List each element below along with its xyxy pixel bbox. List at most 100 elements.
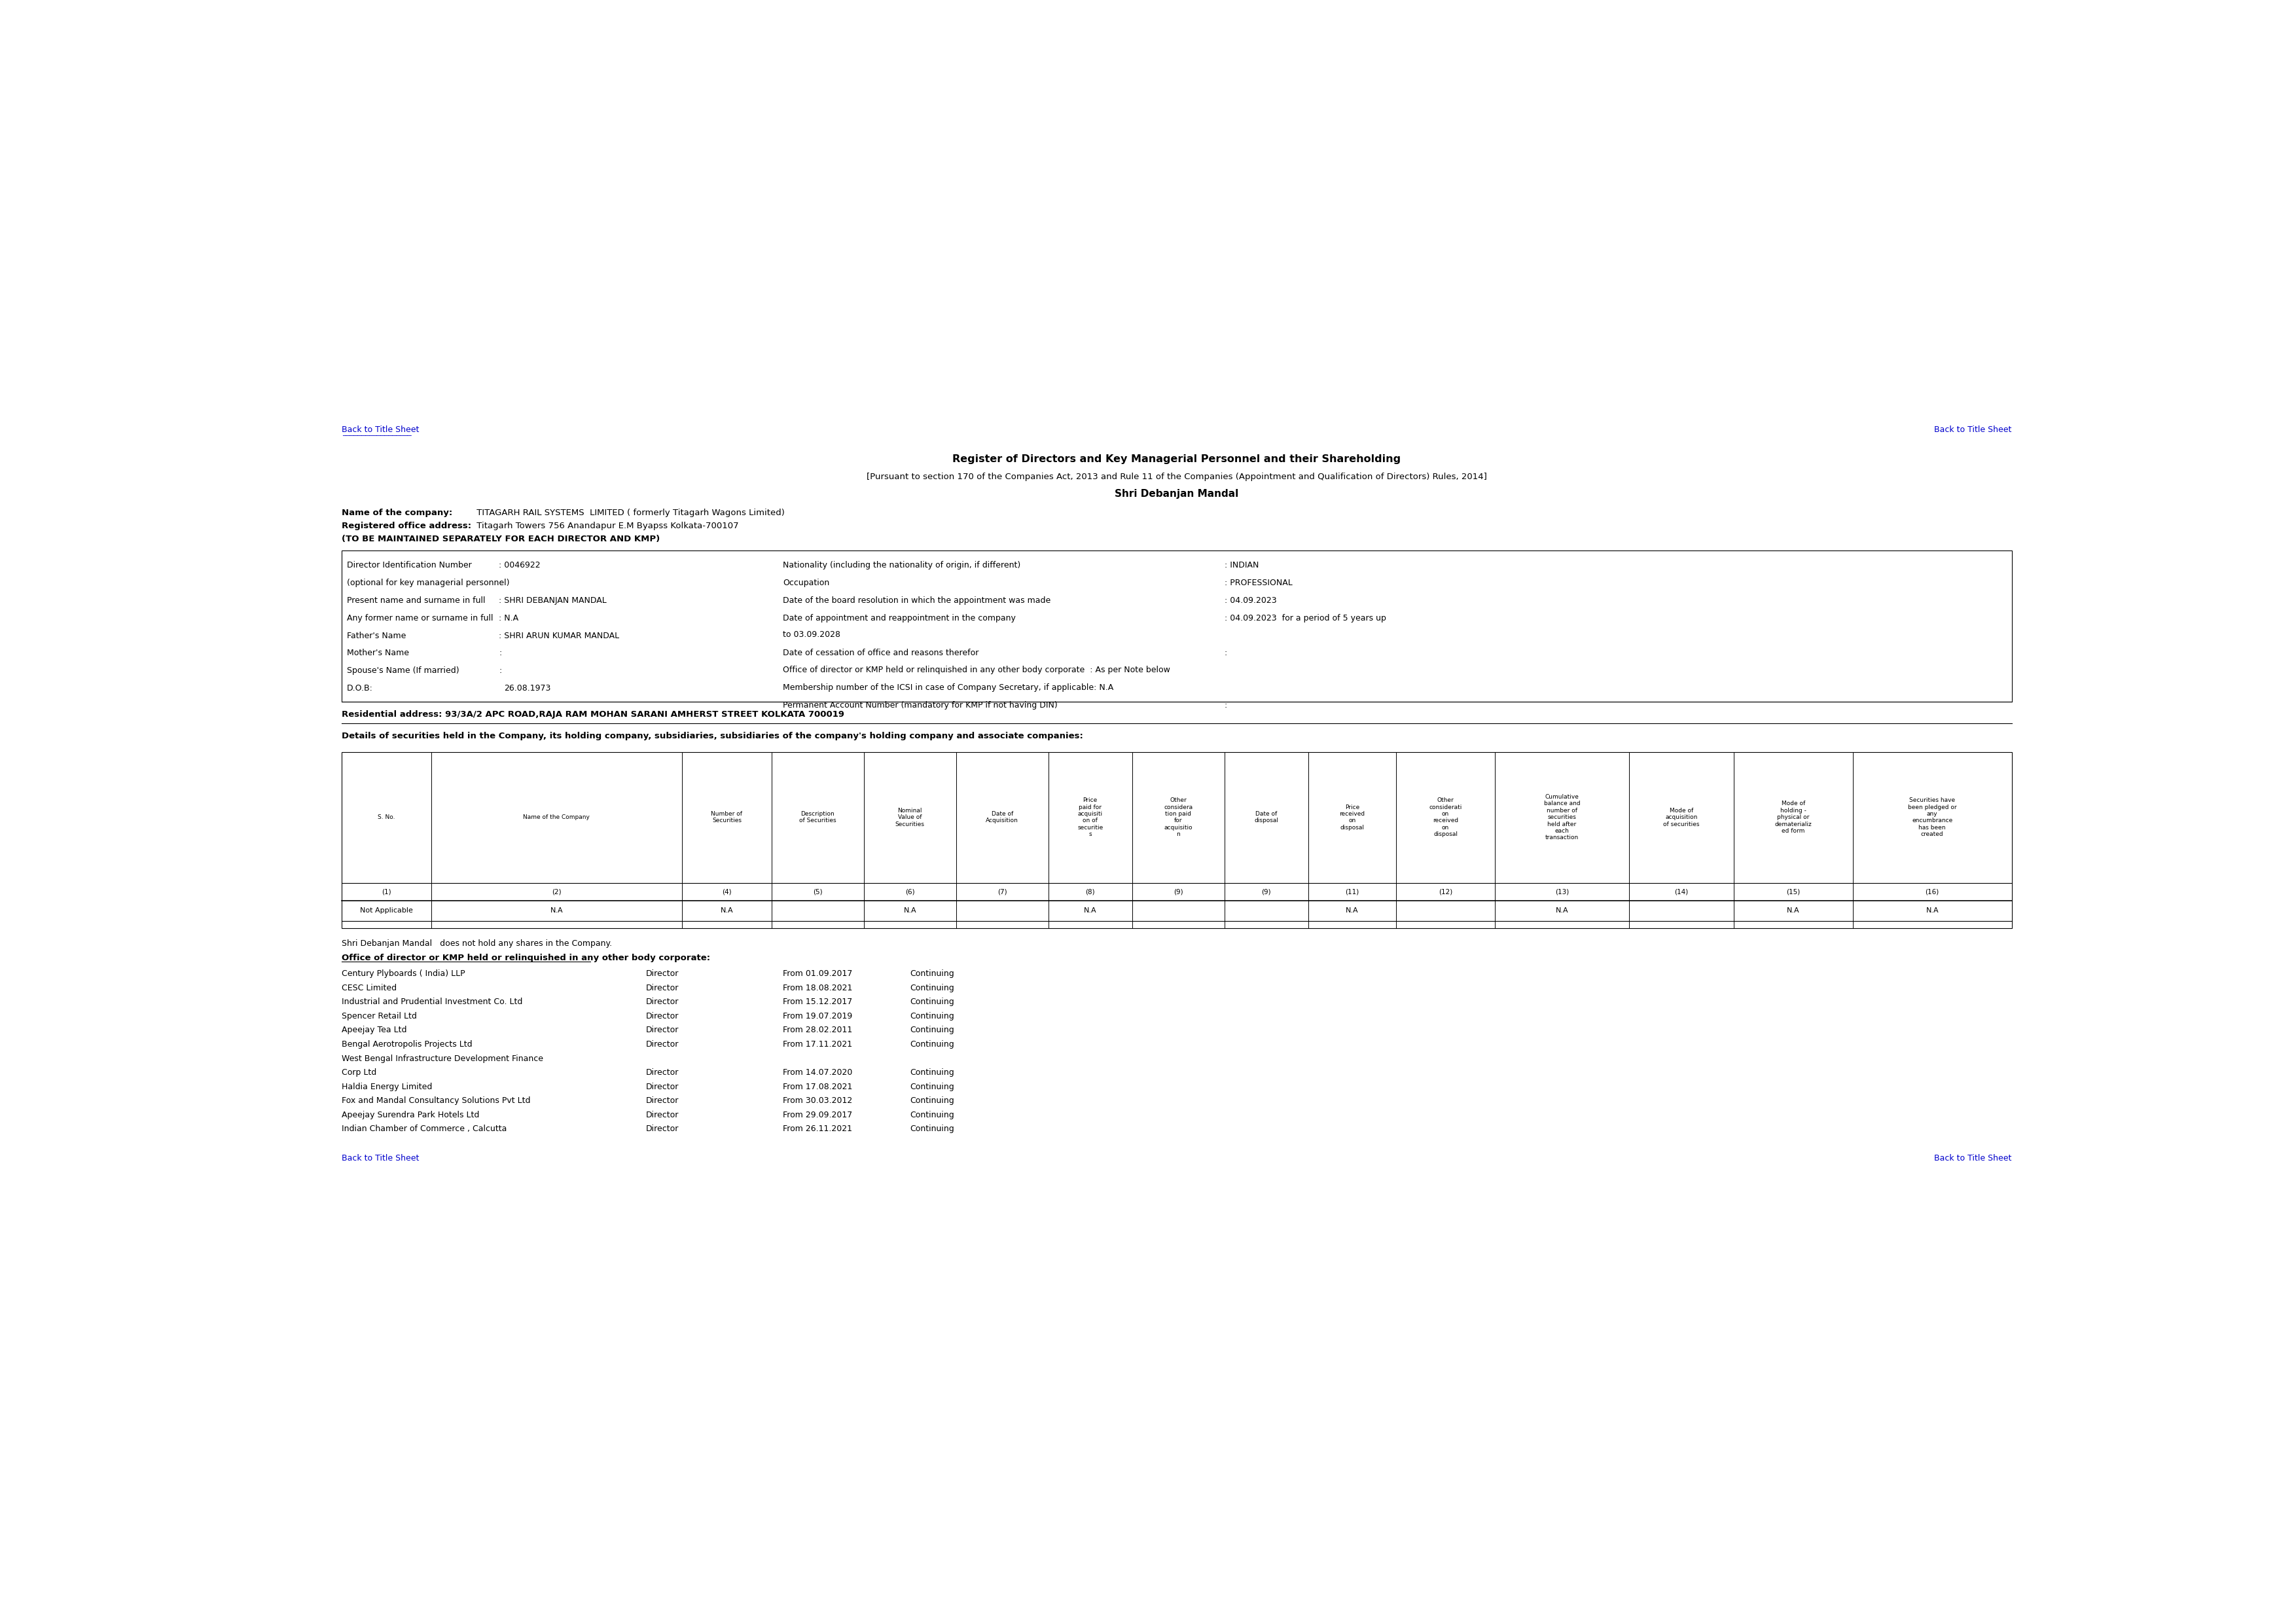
Text: Name of the company:: Name of the company: bbox=[342, 508, 452, 516]
Text: Century Plyboards ( India) LLP: Century Plyboards ( India) LLP bbox=[342, 970, 466, 978]
Text: Office of director or KMP held or relinquished in any other body corporate:: Office of director or KMP held or relinq… bbox=[342, 953, 709, 961]
Text: : 04.09.2023  for a period of 5 years up: : 04.09.2023 for a period of 5 years up bbox=[1224, 614, 1387, 622]
Text: (TO BE MAINTAINED SEPARATELY FOR EACH DIRECTOR AND KMP): (TO BE MAINTAINED SEPARATELY FOR EACH DI… bbox=[342, 534, 659, 542]
Text: N.A: N.A bbox=[721, 908, 732, 914]
Text: Cumulative
balance and
number of
securities
held after
each
transaction: Cumulative balance and number of securit… bbox=[1543, 794, 1580, 841]
Text: Mode of
acquisition
of securities: Mode of acquisition of securities bbox=[1662, 807, 1699, 827]
Text: West Bengal Infrastructure Development Finance: West Bengal Infrastructure Development F… bbox=[342, 1054, 544, 1062]
Text: Spencer Retail Ltd: Spencer Retail Ltd bbox=[342, 1012, 418, 1020]
Text: : 04.09.2023: : 04.09.2023 bbox=[1224, 596, 1277, 604]
Text: Other
considerati
on
received
on
disposal: Other considerati on received on disposa… bbox=[1428, 797, 1463, 838]
Text: N.A: N.A bbox=[1926, 908, 1938, 914]
Text: 26.08.1973: 26.08.1973 bbox=[505, 684, 551, 693]
Text: :: : bbox=[1224, 702, 1226, 710]
Text: (16): (16) bbox=[1926, 888, 1940, 895]
Text: N.A: N.A bbox=[1084, 908, 1097, 914]
Text: Indian Chamber of Commerce , Calcutta: Indian Chamber of Commerce , Calcutta bbox=[342, 1125, 507, 1134]
Text: : 0046922: : 0046922 bbox=[498, 560, 540, 570]
Text: (8): (8) bbox=[1086, 888, 1095, 895]
Text: From 17.08.2021: From 17.08.2021 bbox=[783, 1083, 852, 1091]
Text: Description
of Securities: Description of Securities bbox=[799, 810, 836, 823]
Text: Occupation: Occupation bbox=[783, 578, 829, 586]
Text: Director: Director bbox=[645, 970, 680, 978]
Text: Director: Director bbox=[645, 984, 680, 992]
Text: D.O.B:: D.O.B: bbox=[347, 684, 372, 693]
Text: From 29.09.2017: From 29.09.2017 bbox=[783, 1111, 852, 1119]
Text: From 26.11.2021: From 26.11.2021 bbox=[783, 1125, 852, 1134]
Text: Shri Debanjan Mandal: Shri Debanjan Mandal bbox=[1116, 489, 1238, 499]
Text: Membership number of the ICSI in case of Company Secretary, if applicable: N.A: Membership number of the ICSI in case of… bbox=[783, 684, 1114, 692]
Text: Date of
disposal: Date of disposal bbox=[1254, 810, 1279, 823]
Text: Director: Director bbox=[645, 1012, 680, 1020]
Text: : N.A: : N.A bbox=[498, 614, 519, 622]
Text: (2): (2) bbox=[551, 888, 563, 895]
Text: Residential address: 93/3A/2 APC ROAD,RAJA RAM MOHAN SARANI AMHERST STREET KOLKA: Residential address: 93/3A/2 APC ROAD,RA… bbox=[342, 710, 845, 719]
Text: (9): (9) bbox=[1173, 888, 1182, 895]
Text: Continuing: Continuing bbox=[909, 1111, 955, 1119]
Text: Continuing: Continuing bbox=[909, 997, 955, 1007]
Text: (1): (1) bbox=[381, 888, 390, 895]
Text: Continuing: Continuing bbox=[909, 1039, 955, 1049]
Text: (12): (12) bbox=[1440, 888, 1453, 895]
Text: Continuing: Continuing bbox=[909, 1125, 955, 1134]
Text: Back to Title Sheet: Back to Title Sheet bbox=[1933, 1155, 2011, 1163]
Text: : PROFESSIONAL: : PROFESSIONAL bbox=[1224, 578, 1293, 586]
Text: Mother's Name: Mother's Name bbox=[347, 650, 409, 658]
Text: TITAGARH RAIL SYSTEMS  LIMITED ( formerly Titagarh Wagons Limited): TITAGARH RAIL SYSTEMS LIMITED ( formerly… bbox=[473, 508, 785, 516]
Text: Date of appointment and reappointment in the company: Date of appointment and reappointment in… bbox=[783, 614, 1017, 622]
Text: (11): (11) bbox=[1345, 888, 1359, 895]
Text: Price
paid for
acquisiti
on of
securitie
s: Price paid for acquisiti on of securitie… bbox=[1077, 797, 1102, 838]
Text: N.A: N.A bbox=[1786, 908, 1800, 914]
Text: From 18.08.2021: From 18.08.2021 bbox=[783, 984, 852, 992]
Text: (14): (14) bbox=[1674, 888, 1688, 895]
Text: Other
considera
tion paid
for
acquisitio
n: Other considera tion paid for acquisitio… bbox=[1164, 797, 1192, 838]
Text: Corp Ltd: Corp Ltd bbox=[342, 1069, 377, 1077]
Text: Continuing: Continuing bbox=[909, 1026, 955, 1034]
Text: Office of director or KMP held or relinquished in any other body corporate  : As: Office of director or KMP held or relinq… bbox=[783, 666, 1171, 674]
Text: Present name and surname in full: Present name and surname in full bbox=[347, 596, 484, 604]
Text: (5): (5) bbox=[813, 888, 822, 895]
Text: Continuing: Continuing bbox=[909, 970, 955, 978]
Text: : INDIAN: : INDIAN bbox=[1224, 560, 1258, 570]
Text: Director: Director bbox=[645, 1039, 680, 1049]
Text: S. No.: S. No. bbox=[379, 814, 395, 820]
Text: Director: Director bbox=[645, 1096, 680, 1104]
Text: Continuing: Continuing bbox=[909, 1096, 955, 1104]
Text: From 19.07.2019: From 19.07.2019 bbox=[783, 1012, 852, 1020]
Text: Director: Director bbox=[645, 1026, 680, 1034]
Text: From 15.12.2017: From 15.12.2017 bbox=[783, 997, 852, 1007]
Text: Continuing: Continuing bbox=[909, 1069, 955, 1077]
Text: :: : bbox=[498, 666, 503, 676]
Text: Name of the Company: Name of the Company bbox=[523, 814, 590, 820]
Text: N.A: N.A bbox=[902, 908, 916, 914]
Text: Registered office address:: Registered office address: bbox=[342, 521, 471, 529]
Text: :: : bbox=[1224, 650, 1226, 658]
Text: Back to Title Sheet: Back to Title Sheet bbox=[342, 425, 420, 434]
Text: CESC Limited: CESC Limited bbox=[342, 984, 397, 992]
Text: Date of
Acquisition: Date of Acquisition bbox=[985, 810, 1019, 823]
Text: From 14.07.2020: From 14.07.2020 bbox=[783, 1069, 852, 1077]
Text: Director: Director bbox=[645, 1125, 680, 1134]
Text: Details of securities held in the Company, its holding company, subsidiaries, su: Details of securities held in the Compan… bbox=[342, 732, 1084, 741]
Text: to 03.09.2028: to 03.09.2028 bbox=[783, 630, 840, 638]
Text: Price
received
on
disposal: Price received on disposal bbox=[1339, 804, 1366, 830]
Text: Nominal
Value of
Securities: Nominal Value of Securities bbox=[895, 807, 925, 827]
Text: Back to Title Sheet: Back to Title Sheet bbox=[1933, 425, 2011, 434]
Text: (4): (4) bbox=[721, 888, 732, 895]
Text: Director Identification Number: Director Identification Number bbox=[347, 560, 471, 570]
Text: Bengal Aerotropolis Projects Ltd: Bengal Aerotropolis Projects Ltd bbox=[342, 1039, 473, 1049]
Text: Fox and Mandal Consultancy Solutions Pvt Ltd: Fox and Mandal Consultancy Solutions Pvt… bbox=[342, 1096, 530, 1104]
Text: Apeejay Tea Ltd: Apeejay Tea Ltd bbox=[342, 1026, 406, 1034]
Text: Register of Directors and Key Managerial Personnel and their Shareholding: Register of Directors and Key Managerial… bbox=[953, 455, 1401, 464]
Text: Permanent Account Number (mandatory for KMP if not having DIN): Permanent Account Number (mandatory for … bbox=[783, 702, 1058, 710]
Text: (7): (7) bbox=[996, 888, 1008, 895]
Text: Continuing: Continuing bbox=[909, 984, 955, 992]
Text: Industrial and Prudential Investment Co. Ltd: Industrial and Prudential Investment Co.… bbox=[342, 997, 523, 1007]
Text: Haldia Energy Limited: Haldia Energy Limited bbox=[342, 1083, 432, 1091]
Text: Any former name or surname in full: Any former name or surname in full bbox=[347, 614, 494, 622]
Text: Titagarh Towers 756 Anandapur E.M Byapss Kolkata-700107: Titagarh Towers 756 Anandapur E.M Byapss… bbox=[473, 521, 739, 529]
Text: Director: Director bbox=[645, 1069, 680, 1077]
Text: (15): (15) bbox=[1786, 888, 1800, 895]
Text: Not Applicable: Not Applicable bbox=[360, 908, 413, 914]
Bar bbox=[342, 551, 2011, 702]
